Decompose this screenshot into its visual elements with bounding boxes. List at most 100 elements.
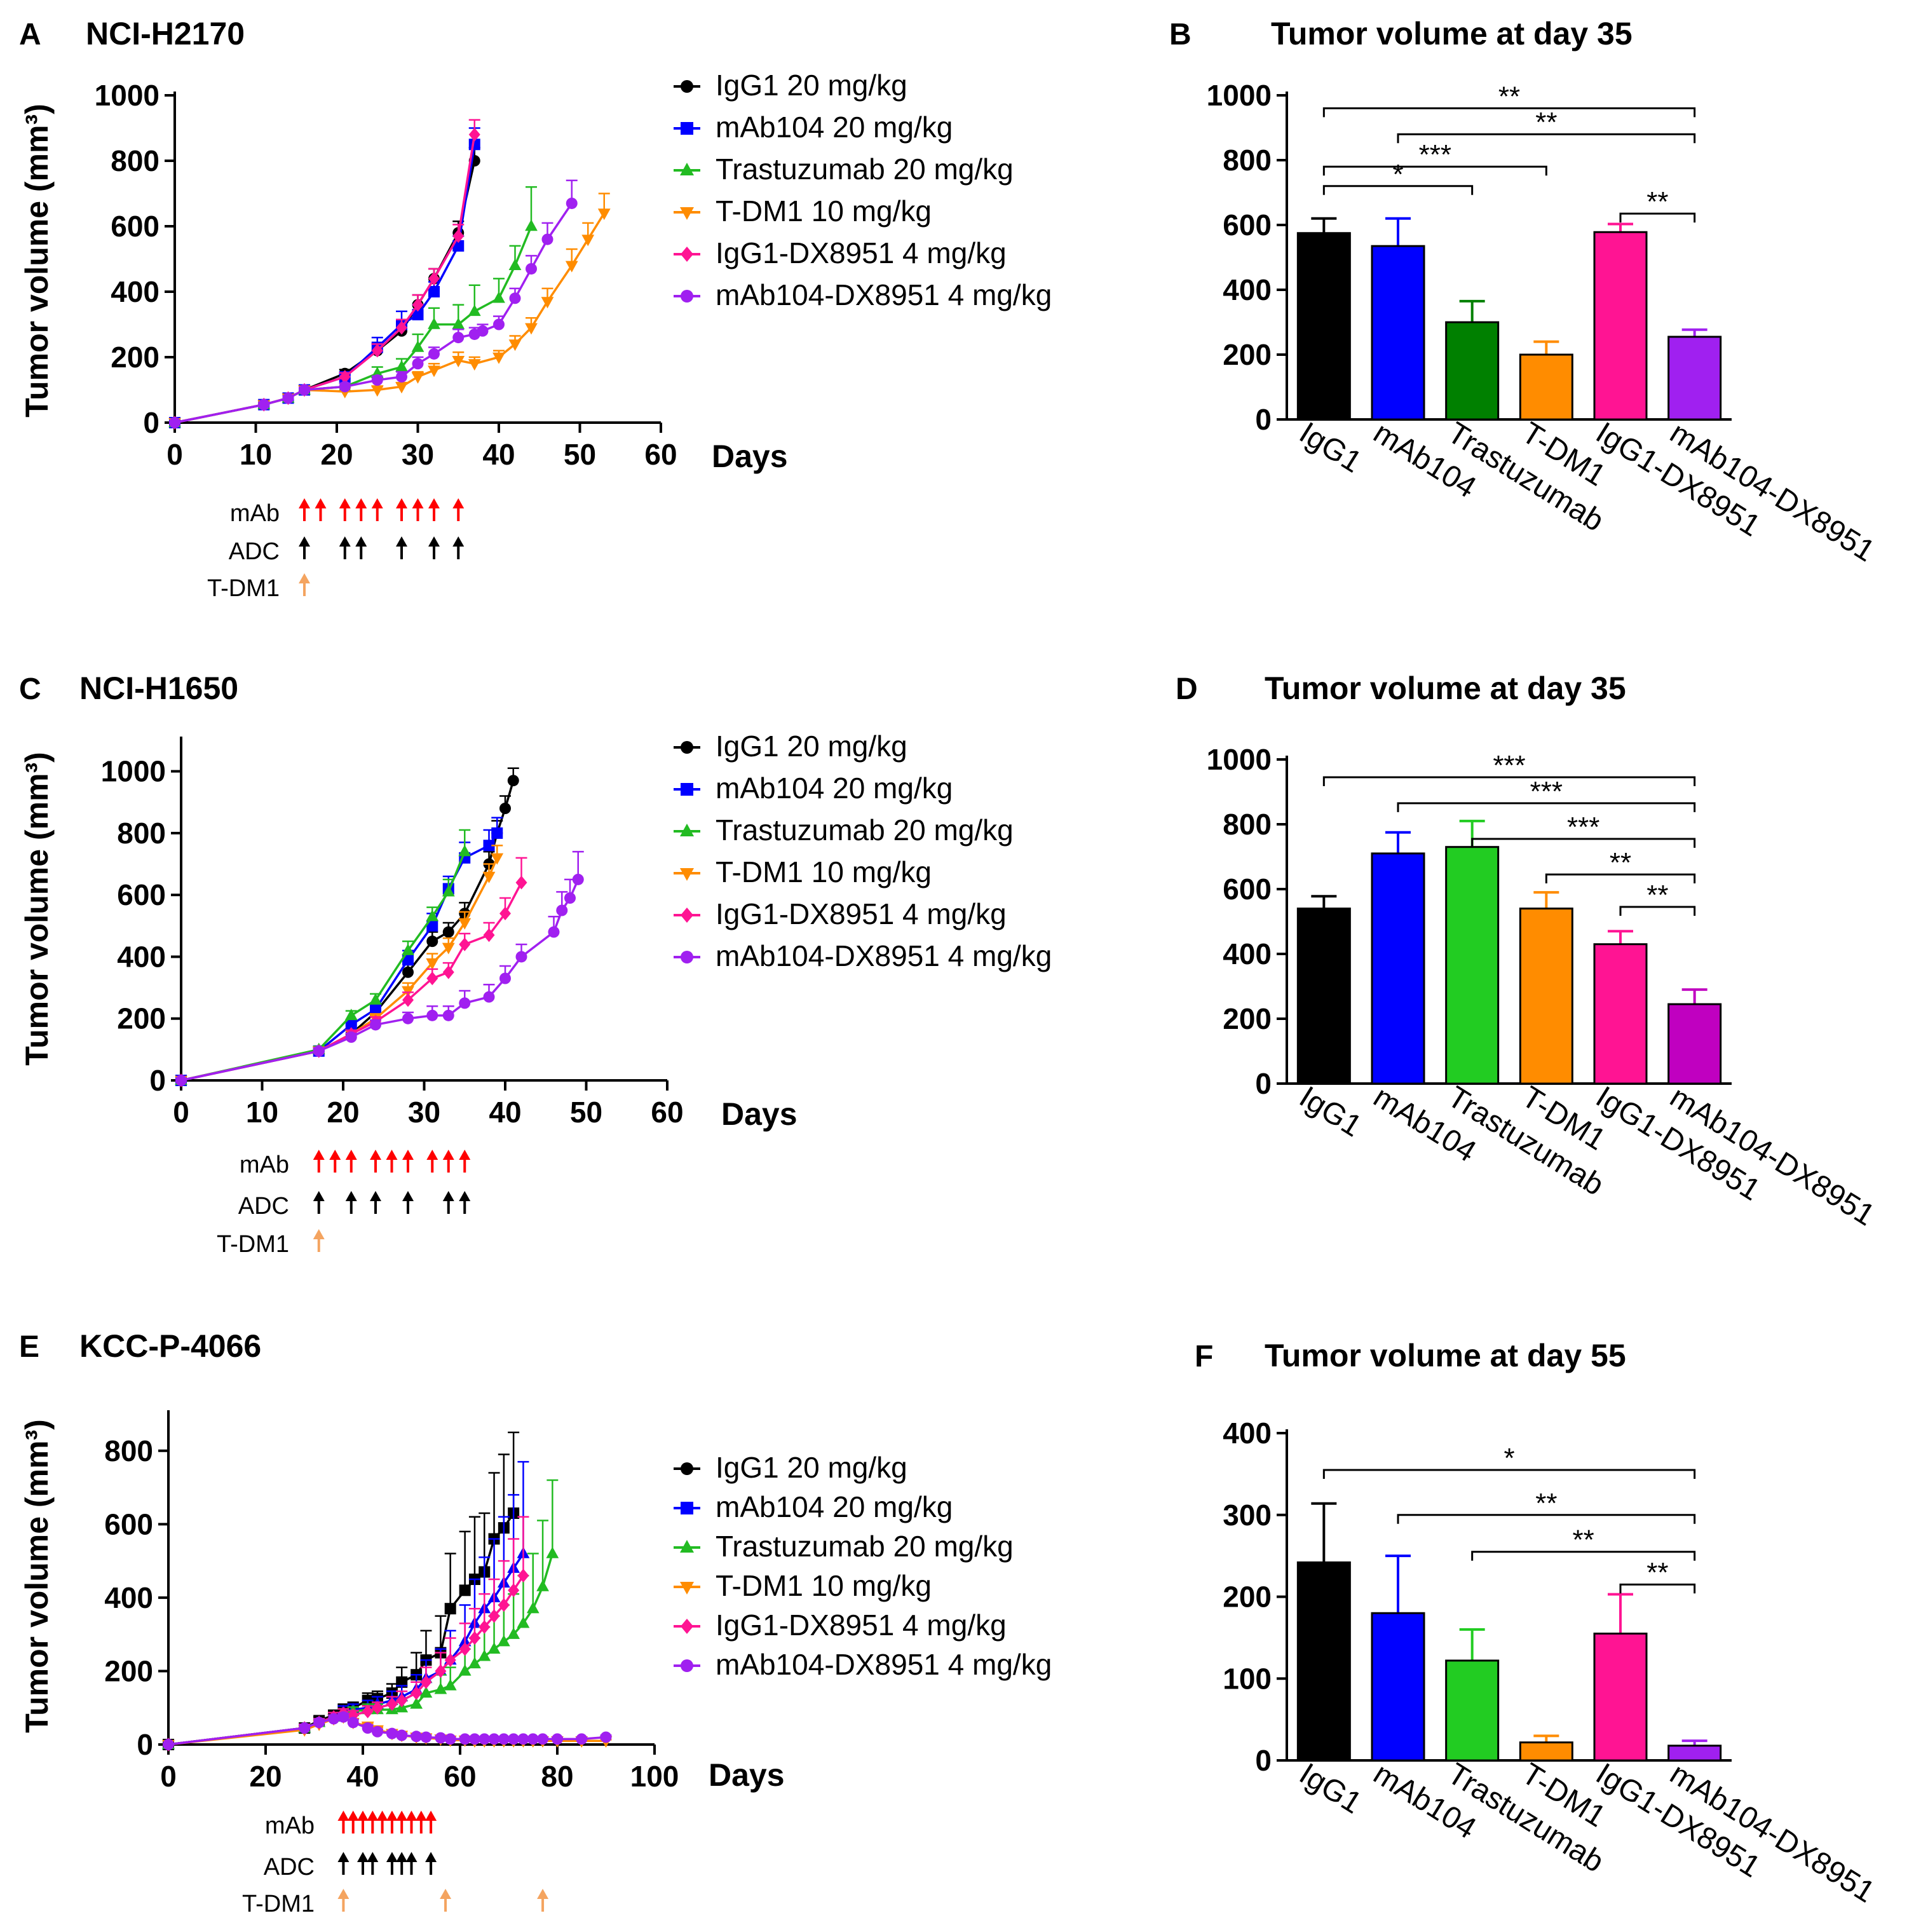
data-point bbox=[479, 1733, 491, 1745]
data-point bbox=[396, 320, 407, 335]
legend-marker bbox=[681, 122, 693, 135]
data-point bbox=[452, 355, 465, 367]
data-point bbox=[386, 1727, 398, 1739]
dosing-arrow bbox=[425, 1811, 437, 1833]
y-tick-label: 200 bbox=[111, 341, 160, 374]
significance-bracket bbox=[1619, 212, 1696, 223]
y-axis-label: Tumor volume (mm³) bbox=[19, 752, 55, 1066]
data-point bbox=[564, 892, 576, 904]
data-point bbox=[428, 286, 440, 297]
series-line bbox=[180, 879, 580, 1082]
panel-b: B Tumor volume at day 35 0 200 400 600 800 1000… bbox=[1169, 16, 1880, 568]
series-6 bbox=[163, 1711, 612, 1750]
data-point bbox=[370, 1003, 381, 1016]
data-point bbox=[258, 398, 270, 411]
panel-c: C NCI-H1650 0 200 400 600 800 1000 0 10 20 30 40 50 60… bbox=[19, 670, 1052, 1258]
data-point bbox=[576, 1733, 588, 1745]
dosing-arrow bbox=[405, 1811, 418, 1833]
data-point bbox=[442, 965, 454, 979]
data-point bbox=[426, 958, 439, 970]
legend-label: mAb104 20 mg/kg bbox=[716, 111, 953, 144]
data-point bbox=[526, 1602, 540, 1614]
dosing-arrow bbox=[337, 1852, 350, 1875]
panel-title: Tumor volume at day 55 bbox=[1265, 1338, 1626, 1373]
panel-letter: D bbox=[1176, 672, 1198, 706]
legend-marker bbox=[681, 290, 693, 303]
y-tick-label: 1000 bbox=[95, 79, 160, 112]
data-point bbox=[572, 873, 584, 885]
y-axis-label: Tumor volume (mm³) bbox=[19, 1419, 55, 1733]
y-tick-label: 0 bbox=[1255, 1067, 1272, 1100]
data-point bbox=[509, 292, 521, 304]
dosing-arrow bbox=[345, 1191, 357, 1214]
data-point bbox=[426, 920, 438, 932]
axes: 0 200 400 600 800 1000 0 10 20 30 40 50 60 bbox=[95, 79, 677, 471]
data-point bbox=[507, 1627, 520, 1639]
data-point bbox=[517, 1616, 530, 1628]
bar bbox=[1371, 245, 1425, 421]
series-4 bbox=[175, 845, 504, 1087]
bar bbox=[1445, 846, 1500, 1085]
dosing-arrow bbox=[537, 1889, 549, 1912]
bar bbox=[1593, 231, 1648, 421]
data-point bbox=[468, 1657, 481, 1669]
dosing-arrow bbox=[386, 1150, 398, 1173]
data-point bbox=[420, 1675, 432, 1689]
x-axis-label: Days bbox=[712, 439, 788, 474]
y-tick-label: 200 bbox=[117, 1002, 166, 1035]
significance-bracket bbox=[1322, 107, 1696, 118]
dosing-arrow bbox=[339, 498, 351, 521]
legend-label: mAb104 20 mg/kg bbox=[716, 1490, 953, 1523]
dosing-arrow bbox=[315, 498, 327, 521]
data-point bbox=[313, 1045, 325, 1057]
data-point bbox=[525, 219, 538, 231]
dosing-arrow bbox=[396, 498, 407, 521]
data-point bbox=[175, 1075, 187, 1086]
data-point bbox=[428, 271, 440, 286]
axes: 0 100 200 300 400 bbox=[1223, 1417, 1732, 1777]
x-tick-label: 50 bbox=[564, 438, 596, 471]
significance: ******* bbox=[1322, 1443, 1696, 1594]
dosing-arrow bbox=[452, 498, 465, 521]
data-point bbox=[396, 1729, 408, 1741]
y-tick-label: 600 bbox=[104, 1507, 153, 1541]
legend-marker bbox=[681, 908, 693, 923]
category-label: IgG1 bbox=[1294, 1757, 1368, 1820]
data-point bbox=[435, 1732, 447, 1744]
dosing-arrow bbox=[357, 1852, 369, 1875]
significance-bracket bbox=[1322, 165, 1547, 176]
data-point bbox=[412, 309, 424, 321]
y-tick-label: 0 bbox=[143, 406, 160, 439]
data-point bbox=[526, 262, 537, 275]
data-point bbox=[370, 385, 384, 397]
data-point bbox=[581, 235, 595, 247]
legend-marker bbox=[681, 783, 693, 796]
data-point bbox=[371, 343, 383, 358]
category-label: IgG1 bbox=[1294, 416, 1368, 479]
dosing-arrow bbox=[371, 498, 383, 521]
dosing-arrow bbox=[367, 1811, 379, 1833]
dosing-arrows: mAb ADC T-DM1 bbox=[217, 1150, 471, 1258]
legend-label: mAb104 20 mg/kg bbox=[716, 772, 953, 805]
legend-marker bbox=[681, 1659, 693, 1672]
significance: ************* bbox=[1322, 750, 1696, 916]
bar bbox=[1667, 1003, 1722, 1085]
data-point bbox=[488, 1733, 500, 1745]
data-point bbox=[492, 352, 505, 364]
dosing-arrow bbox=[329, 1150, 341, 1173]
dosing-arrow bbox=[355, 498, 367, 521]
significance-label: ** bbox=[1573, 1525, 1594, 1556]
legend-marker bbox=[681, 741, 693, 754]
panel-letter: F bbox=[1195, 1340, 1213, 1373]
data-point bbox=[515, 875, 527, 890]
legend-marker bbox=[681, 1462, 693, 1475]
data-point bbox=[458, 1664, 472, 1676]
data-point bbox=[428, 365, 440, 378]
y-tick-label: 800 bbox=[1223, 808, 1272, 841]
data-point bbox=[566, 197, 578, 209]
data-point bbox=[345, 1031, 357, 1043]
data-point bbox=[508, 1733, 520, 1745]
data-point bbox=[508, 339, 522, 351]
legend: IgG1 20 mg/kg mAb104 20 mg/kg Trastuzumab … bbox=[674, 730, 1052, 972]
dosing-arrow bbox=[299, 498, 310, 521]
